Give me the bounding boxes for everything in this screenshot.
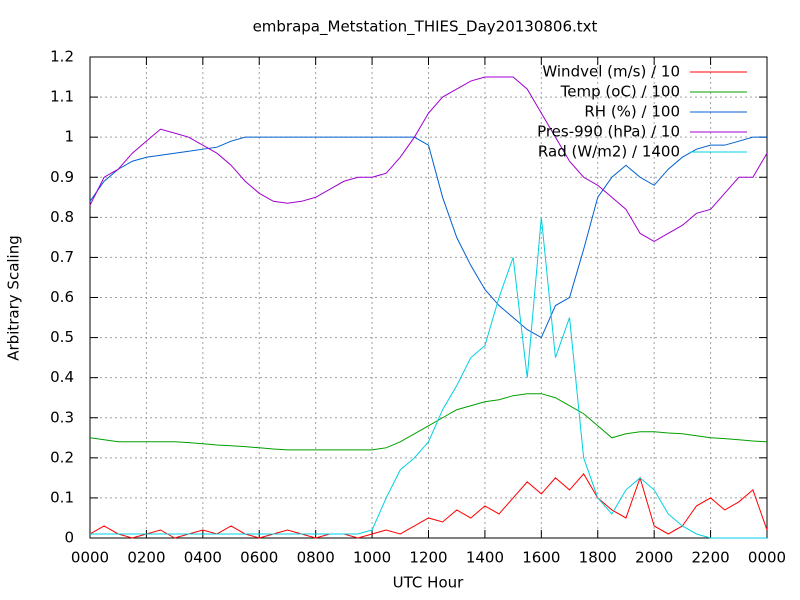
y-tick-label: 0.6 (50, 288, 74, 306)
x-tick-label: 1000 (353, 549, 391, 567)
y-tick-label: 0.2 (50, 448, 74, 466)
series-line (89, 393, 768, 451)
x-tick-label: 2000 (635, 549, 673, 567)
y-tick-label: 0.8 (50, 208, 74, 226)
y-tick-label: 1 (64, 128, 74, 146)
x-tick-label: 1200 (409, 549, 447, 567)
y-tick-label: 0.3 (50, 408, 74, 426)
x-tick-label: 0400 (184, 549, 222, 567)
series-line (89, 76, 768, 242)
y-tick-label: 0.1 (50, 488, 74, 506)
x-tick-label: 0200 (127, 549, 165, 567)
legend-label: Windvel (m/s) / 10 (542, 63, 680, 81)
chart-title: embrapa_Metstation_THIES_Day20130806.txt (253, 18, 598, 37)
x-tick-label: 2200 (691, 549, 729, 567)
x-tick-label: 1800 (579, 549, 617, 567)
series-line (90, 217, 767, 539)
legend-label: Temp (oC) / 100 (560, 83, 680, 101)
x-tick-label: 0000 (71, 549, 109, 567)
plot-border (89, 56, 768, 539)
series-line (89, 136, 767, 339)
y-tick-label: 1.2 (50, 48, 74, 66)
legend-label: Rad (W/m2) / 1400 (538, 143, 680, 161)
x-tick-label: 1400 (466, 549, 504, 567)
y-axis-label: Arbitrary Scaling (5, 235, 23, 361)
x-tick-label: 0000 (748, 549, 786, 567)
y-tick-label: 1.1 (50, 88, 74, 106)
y-tick-label: 0.4 (50, 368, 74, 386)
y-tick-label: 0.5 (50, 328, 74, 346)
x-tick-label: 0600 (240, 549, 278, 567)
x-tick-label: 1600 (522, 549, 560, 567)
x-tick-label: 0800 (297, 549, 335, 567)
x-axis-label: UTC Hour (393, 574, 464, 592)
y-tick-label: 0 (64, 529, 74, 547)
y-tick-label: 0.7 (50, 248, 74, 266)
series-line (89, 473, 768, 539)
legend-label: Pres-990 (hPa) / 10 (537, 123, 680, 141)
y-tick-label: 0.9 (50, 168, 74, 186)
legend-label: RH (%) / 100 (584, 103, 680, 121)
